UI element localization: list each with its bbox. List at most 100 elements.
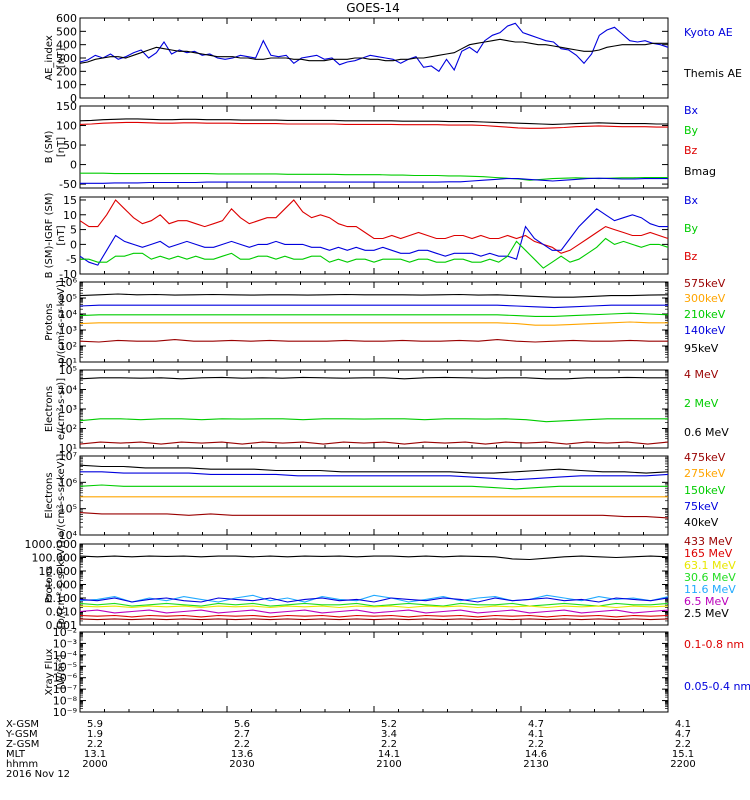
ephemeris-value: 4.1 — [675, 719, 691, 730]
series-line-green — [79, 484, 668, 490]
y-tick-label: 10⁵ — [59, 364, 77, 377]
y-tick-label: 0 — [70, 92, 77, 105]
panel-bsm: -50 0 50 100 150 B (SM) [nT] Bx By Bz Bmag — [44, 100, 716, 191]
panel-bigrf: -10 -5 05 10 15 B (SM)-IGRF (SM) [nT] Bx By Bz — [44, 193, 699, 281]
y-tick-label: 10⁻² — [53, 626, 77, 639]
series-line-black — [79, 555, 669, 561]
legend-entry: By — [684, 222, 699, 235]
series-line-black — [79, 464, 669, 474]
legend-entry: 40keV — [684, 516, 719, 529]
series-line-black — [79, 376, 668, 380]
ephemeris-value: 1.9 — [87, 729, 103, 740]
y-tick-label: 50 — [63, 139, 77, 152]
y-tick-label: -10 — [59, 268, 77, 281]
ephemeris-value: 5.2 — [381, 719, 397, 730]
y-tick-label: 10² — [59, 340, 77, 353]
y-axis-label: AE_index — [44, 35, 55, 81]
y-tick-label: 15 — [63, 194, 77, 207]
legend-entry: Bx — [684, 194, 699, 207]
y-tick-label: 10⁻⁵ — [53, 660, 77, 673]
y-tick-label: 10¹ — [59, 356, 77, 369]
legend-entry: 433 MeV — [684, 535, 733, 548]
y-tick-label: 300 — [56, 52, 77, 65]
y-tick-label: 10⁵ — [59, 503, 77, 516]
series-line-black — [79, 38, 668, 64]
ephemeris-table: X-GSM 5.9 5.6 5.2 4.7 4.1Y-GSM 1.9 2.7 3.4 4.1 4.7… — [5, 719, 696, 780]
panel-frame — [79, 369, 669, 449]
ephemeris-value: 2030 — [229, 759, 254, 770]
legend-entry: Bz — [684, 144, 698, 157]
series-line-darkred — [79, 512, 669, 519]
legend-entry: 150keV — [684, 484, 726, 497]
ephemeris-value: 5.6 — [234, 719, 250, 730]
legend-entry: Themis AE — [683, 67, 742, 80]
ephemeris-value: 2130 — [523, 759, 548, 770]
y-axis-label: Protons — [44, 566, 55, 603]
series-line-limegreen — [79, 602, 669, 607]
ephemeris-value: 15.1 — [672, 749, 694, 760]
ephemeris-value: 2.2 — [87, 739, 103, 750]
y-tick-label: 10² — [59, 423, 77, 436]
series-line-yellow — [79, 605, 669, 609]
y-tick-label: 10⁶ — [59, 476, 78, 489]
legend-entry: 6.5 MeV — [684, 595, 729, 608]
series-line-blue — [80, 471, 669, 481]
y-tick-label: 10⁻⁹ — [53, 706, 77, 719]
y-tick-label: 10⁻⁷ — [53, 683, 77, 696]
y-tick-label: 10¹ — [59, 442, 77, 455]
y-tick-label: 10⁴ — [59, 308, 78, 321]
y-tick-label: 600 — [56, 12, 77, 25]
ephemeris-value: 14.6 — [525, 749, 547, 760]
ephemeris-value: 3.4 — [381, 729, 397, 740]
y-tick-label: 10⁵ — [59, 292, 77, 305]
ephemeris-value: 2.2 — [381, 739, 397, 750]
y-tick-label: 10⁻⁸ — [53, 695, 78, 708]
ephemeris-label: hhmm — [6, 759, 38, 770]
ephemeris-label: MLT — [6, 749, 26, 760]
legend-entry: 11.6 MeV — [684, 583, 736, 596]
y-tick-label: 10⁻⁴ — [53, 649, 78, 662]
series-line-darkred — [79, 339, 668, 343]
y-axis-label: e/(cm²-s-sr-keV)] — [56, 454, 67, 538]
series-line-green — [80, 237, 669, 269]
panel-frame — [79, 17, 669, 99]
y-tick-label: 0.100 — [46, 592, 78, 605]
series-line-blue — [79, 208, 668, 266]
y-axis-label: Protons — [44, 303, 55, 340]
y-axis-label: Xray Flux — [44, 648, 55, 695]
legend-entry: 0.6 MeV — [684, 426, 729, 439]
y-tick-label: 100.000 — [32, 552, 78, 565]
y-axis-label: p/(cm²-s-sr-keV)] — [56, 280, 67, 364]
ephemeris-value: 4.7 — [528, 719, 544, 730]
y-tick-label: 10⁴ — [59, 529, 78, 542]
series-line-green — [79, 312, 669, 317]
legend-entry: 95keV — [684, 342, 719, 355]
series-line-red — [79, 121, 668, 129]
ephemeris-value: 2100 — [376, 759, 401, 770]
legend-entry: 575keV — [684, 277, 726, 290]
series-line-black — [79, 293, 669, 298]
legend-entry: 165 MeV — [684, 547, 733, 560]
y-axis-label: [nT] — [56, 225, 67, 245]
y-tick-label: 10⁷ — [59, 450, 77, 463]
panel-protons2: 0.0010.0100.1001.00010.000100.0001000.00… — [25, 535, 737, 632]
series-line-blue — [79, 304, 668, 309]
y-tick-label: 10³ — [59, 324, 77, 337]
series-line-darkred — [79, 441, 669, 445]
y-tick-label: 10⁻³ — [53, 637, 77, 650]
legend-entry: 2 MeV — [684, 397, 719, 410]
legend-entry: 300keV — [684, 292, 726, 305]
y-axis-label: Electrons — [44, 386, 55, 432]
series-line-purple — [79, 609, 669, 614]
legend-entry: 63.1 MeV — [684, 559, 736, 572]
legend-entry: 2.5 MeV — [684, 607, 729, 620]
y-tick-label: 150 — [56, 100, 77, 113]
y-axis-label: [W/m²] — [56, 654, 67, 689]
legend-entry: 30.6 MeV — [684, 571, 736, 584]
legend-entry: 0.05-0.4 nm — [684, 680, 750, 693]
legend-entry: 275keV — [684, 467, 726, 480]
series-line-black — [79, 118, 668, 125]
legend-entry: 4 MeV — [684, 368, 719, 381]
y-tick-label: 10.000 — [39, 565, 78, 578]
